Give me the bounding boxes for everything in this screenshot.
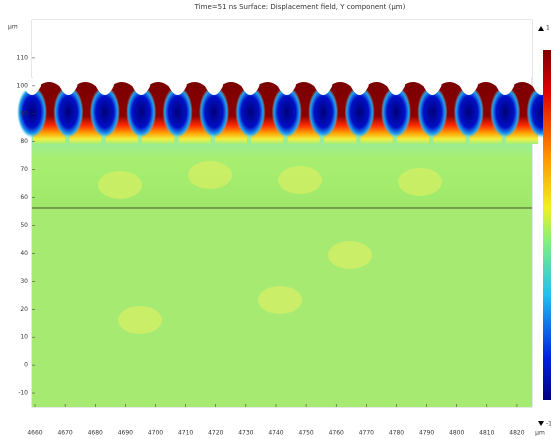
x-tick-label: 4820 [509,430,524,437]
notch [241,78,260,95]
field-blob [118,306,162,334]
y-tick-label: 10 [20,334,28,341]
field-blob [278,166,322,194]
colorbar [543,50,551,400]
x-unit: μm [535,430,545,437]
chart-title: Time=51 ns Surface: Displacement field, … [194,3,406,11]
y-tick-label: 50 [20,222,28,229]
lobe [344,86,375,138]
y-tick-label: 0 [24,362,28,369]
y-tick-label: 20 [20,306,28,313]
y-unit: μm [8,24,18,31]
y-tick-label: 80 [20,138,28,145]
x-tick-label: 4770 [359,430,374,437]
lobe [308,86,339,138]
lobe [53,86,84,138]
notch [459,78,478,95]
lobe [490,86,521,138]
notch [277,78,296,95]
notch [350,78,369,95]
y-tick-label: 70 [20,166,28,173]
colorbar-label: 1 [546,25,550,32]
lobe [162,86,193,138]
x-tick-label: 4700 [148,430,163,437]
colorbar-max-arrow [538,26,544,31]
y-tick-label: 100 [17,82,29,89]
lobe [453,86,484,138]
x-tick-label: 4670 [57,430,72,437]
notch [387,78,405,95]
notch [314,78,333,95]
y-tick-label: 40 [20,250,28,257]
lobe [235,86,266,138]
x-tick-label: 4680 [88,430,103,437]
colorbar-min-arrow [538,421,544,426]
x-tick-label: 4750 [298,430,313,437]
x-tick-label: 4800 [449,430,464,437]
surface-field [17,20,551,407]
notch [205,78,223,95]
notch [168,78,187,95]
field-blob [98,171,142,199]
notch [496,78,515,95]
x-tick-label: 4690 [118,430,133,437]
lobe [126,86,157,138]
y-tick-label: 90 [20,110,28,117]
x-tick-label: 4760 [329,430,344,437]
lobe [271,86,302,138]
x-tick-label: 4740 [268,430,283,437]
notch [23,78,41,95]
y-tick-label: 60 [20,194,28,201]
field-blob [398,168,442,196]
lobe [17,86,47,138]
lobe [417,86,448,138]
x-tick-label: 4810 [479,430,494,437]
field-blob [328,241,372,269]
colorbar-label: -1 [546,421,551,428]
x-tick-label: 4790 [419,430,434,437]
x-tick-label: 4720 [208,430,223,437]
x-tick-label: 4780 [389,430,404,437]
y-tick-label: 110 [17,54,29,61]
lobe [199,86,229,138]
field-blob [188,161,232,189]
lobe [89,86,120,138]
x-tick-label: 4660 [27,430,42,437]
lobe [381,86,411,138]
notch [132,78,151,95]
y-tick-label: 30 [20,278,28,285]
air [32,20,532,77]
y-tick-label: -10 [18,390,28,397]
x-tick-label: 4710 [178,430,193,437]
notch [59,78,78,95]
x-tick-label: 4730 [238,430,253,437]
notch [95,78,114,95]
field-blob [258,286,302,314]
notch [423,78,442,95]
